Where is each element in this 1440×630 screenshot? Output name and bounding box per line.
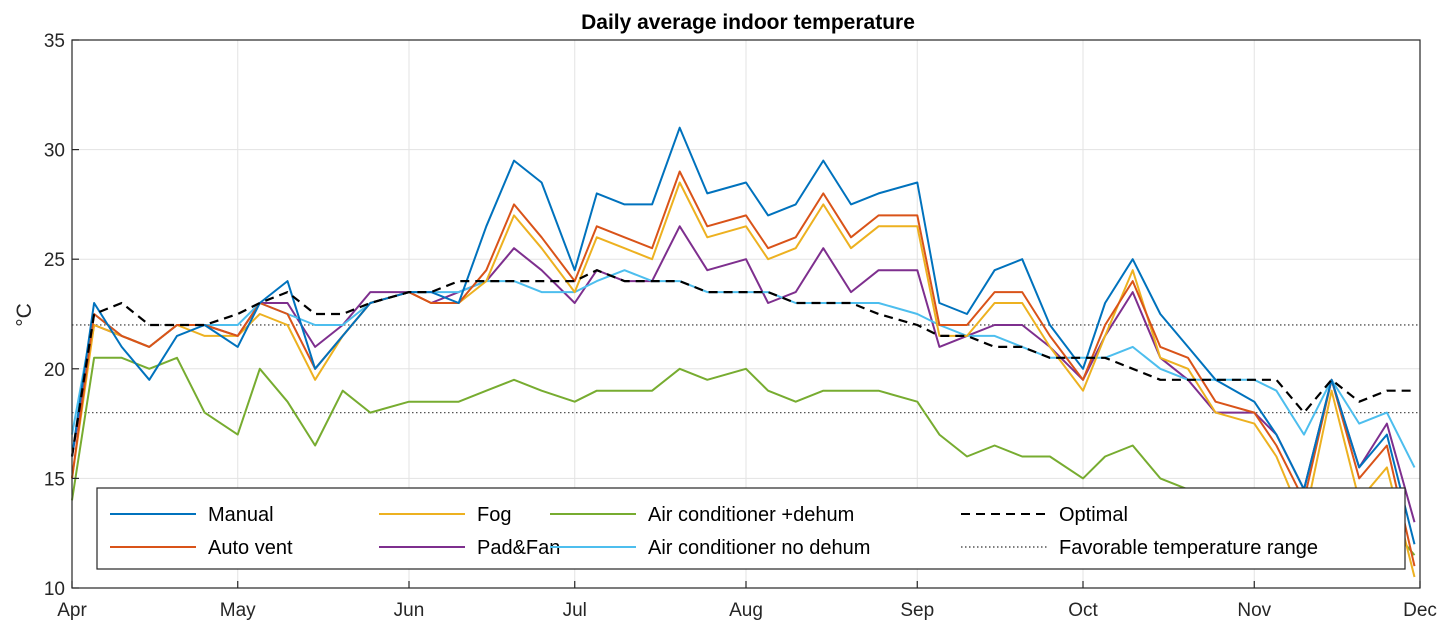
legend-label: Manual [208, 504, 274, 526]
y-tick-label: 15 [44, 469, 65, 490]
y-axis-label: °C [13, 303, 36, 327]
legend-label: Fog [477, 504, 511, 526]
legend-label: Optimal [1059, 504, 1128, 526]
favorable-range-lines [72, 324, 1420, 414]
y-tick-label: 10 [44, 579, 65, 600]
x-tick-label: May [220, 600, 256, 621]
legend: Manual Auto vent Fog Pad&Fan Air conditioner… [96, 487, 1406, 570]
x-tick-label: Oct [1068, 600, 1098, 621]
chart-title: Daily average indoor temperature [581, 11, 915, 34]
series-line-pad-fan [71, 225, 1416, 523]
x-tick-label: Apr [57, 600, 87, 621]
legend-box [96, 487, 1406, 570]
legend-label: Auto vent [208, 537, 293, 559]
y-tick-label: 20 [44, 360, 65, 381]
series-line-auto-vent [71, 170, 1416, 567]
x-tick-label: Dec [1403, 600, 1437, 621]
legend-label: Air conditioner +dehum [648, 504, 854, 526]
legend-label: Favorable temperature range [1059, 537, 1318, 559]
x-tick-label: Jul [563, 600, 587, 621]
series-line-optimal [70, 269, 1415, 457]
legend-label: Pad&Fan [477, 537, 560, 559]
legend-label: Air conditioner no dehum [648, 537, 870, 559]
x-tick-label: Sep [900, 600, 934, 621]
y-tick-label: 30 [44, 141, 65, 162]
x-tick-labels: Apr May Jun Jul Aug Sep Oct Nov Dec [57, 581, 1437, 621]
y-tick-label: 25 [44, 250, 65, 271]
x-tick-label: Nov [1237, 600, 1271, 621]
series-line-manual [71, 126, 1416, 545]
series-line-fog [71, 181, 1416, 578]
x-tick-label: Aug [729, 600, 763, 621]
y-tick-labels: 10 15 20 25 30 35 [44, 31, 79, 600]
x-tick-label: Jun [394, 600, 425, 621]
y-tick-label: 35 [44, 31, 65, 52]
